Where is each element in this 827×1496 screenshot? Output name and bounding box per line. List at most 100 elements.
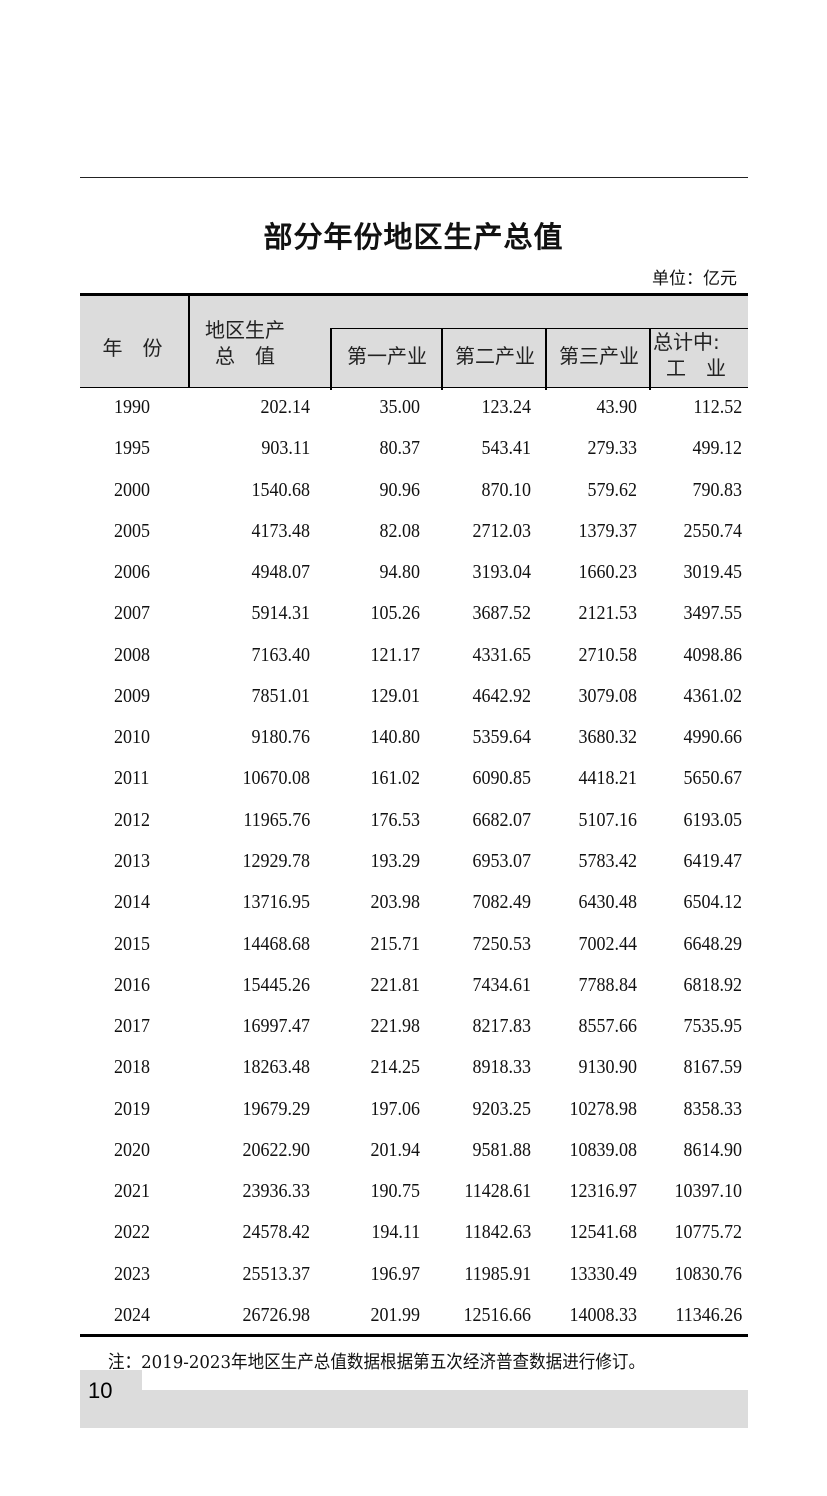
- cell-industry: 11346.26: [675, 1303, 742, 1326]
- cell-primary: 221.98: [370, 1015, 421, 1038]
- cell-tertiary: 10839.08: [569, 1138, 638, 1161]
- cell-year: 2019: [114, 1097, 150, 1120]
- page-number: 10: [88, 1378, 113, 1403]
- unit-label: 单位：亿元: [652, 269, 737, 289]
- header-divider: [545, 329, 547, 390]
- table-row: 2024 26726.98 201.99 12516.66 14008.33 11346.…: [80, 1296, 748, 1337]
- cell-primary: 215.71: [370, 932, 421, 955]
- cell-year: 2013: [114, 849, 150, 872]
- cell-secondary: 3687.52: [472, 602, 532, 625]
- cell-industry: 10775.72: [674, 1221, 743, 1244]
- cell-industry: 6193.05: [683, 808, 743, 831]
- cell-tertiary: 43.90: [596, 396, 638, 418]
- table-row: 2008 7163.40 121.17 4331.65 2710.58 4098.86: [80, 636, 748, 677]
- table-row: 2022 24578.42 194.11 11842.63 12541.68 10775.…: [80, 1213, 748, 1254]
- cell-primary: 121.17: [370, 643, 421, 666]
- cell-primary: 90.96: [379, 478, 421, 501]
- cell-tertiary: 6430.48: [578, 891, 638, 914]
- cell-secondary: 7434.61: [472, 973, 532, 996]
- cell-secondary: 9203.25: [472, 1097, 532, 1120]
- cell-primary: 129.01: [370, 684, 421, 707]
- cell-tertiary: 1660.23: [578, 561, 638, 584]
- cell-primary: 140.80: [370, 726, 421, 749]
- table-row: 2019 19679.29 197.06 9203.25 10278.98 8358.33: [80, 1090, 748, 1131]
- table-row: 2005 4173.48 82.08 2712.03 1379.37 2550.74: [80, 512, 748, 553]
- cell-primary: 221.81: [370, 973, 421, 996]
- header-tertiary: 第三产业: [559, 344, 639, 368]
- footer-band: [80, 1390, 748, 1428]
- cell-year: 1995: [114, 437, 150, 460]
- table-row: 1995 903.11 80.37 543.41 279.33 499.12: [80, 429, 748, 470]
- cell-tertiary: 5107.16: [578, 808, 638, 831]
- cell-gdp: 20622.90: [242, 1138, 311, 1161]
- cell-year: 2022: [114, 1221, 150, 1244]
- cell-gdp: 7163.40: [251, 643, 311, 666]
- table-row: 2010 9180.76 140.80 5359.64 3680.32 4990.66: [80, 718, 748, 759]
- header-industry-line1: 总计中:: [653, 330, 720, 354]
- header-gdp-line1: 地区生产: [205, 318, 285, 342]
- table-row: 2011 10670.08 161.02 6090.85 4418.21 5650.67: [80, 759, 748, 800]
- header-divider: [441, 329, 443, 390]
- header-year: 年 份: [102, 336, 163, 360]
- cell-secondary: 8217.83: [472, 1015, 532, 1038]
- cell-primary: 196.97: [370, 1262, 421, 1285]
- cell-gdp: 16997.47: [242, 1015, 311, 1038]
- cell-tertiary: 4418.21: [578, 767, 638, 790]
- cell-year: 2014: [114, 891, 150, 914]
- cell-primary: 161.02: [370, 767, 421, 790]
- header-secondary: 第二产业: [455, 344, 535, 368]
- sub-header-box: [330, 328, 748, 391]
- cell-secondary: 7250.53: [472, 932, 532, 955]
- cell-industry: 7535.95: [683, 1015, 743, 1038]
- cell-gdp: 23936.33: [242, 1180, 311, 1203]
- cell-tertiary: 12316.97: [569, 1180, 638, 1203]
- cell-secondary: 12516.66: [463, 1303, 532, 1326]
- cell-year: 2012: [114, 808, 150, 831]
- cell-industry: 10397.10: [674, 1180, 743, 1203]
- cell-gdp: 7851.01: [251, 684, 311, 707]
- cell-primary: 201.94: [370, 1138, 421, 1161]
- top-rule: [80, 177, 748, 178]
- cell-tertiary: 7002.44: [578, 932, 638, 955]
- cell-secondary: 870.10: [481, 478, 532, 501]
- cell-industry: 6648.29: [683, 932, 743, 955]
- cell-gdp: 25513.37: [242, 1262, 311, 1285]
- cell-year: 2009: [114, 684, 150, 707]
- cell-tertiary: 579.62: [587, 478, 638, 501]
- cell-tertiary: 2121.53: [578, 602, 638, 625]
- cell-industry: 10830.76: [674, 1262, 743, 1285]
- cell-gdp: 4948.07: [251, 561, 311, 584]
- table-row: 1990 202.14 35.00 123.24 43.90 112.52: [80, 388, 748, 429]
- cell-year: 2011: [114, 767, 150, 790]
- header-divider: [188, 296, 190, 388]
- cell-gdp: 10670.08: [242, 767, 311, 790]
- cell-industry: 2550.74: [683, 519, 743, 542]
- cell-secondary: 11985.91: [464, 1262, 531, 1285]
- cell-secondary: 8918.33: [472, 1056, 532, 1079]
- table-note: 注：2019-2023年地区生产总值数据根据第五次经济普查数据进行修订。: [108, 1352, 646, 1373]
- cell-gdp: 1540.68: [251, 478, 311, 501]
- table-row: 2000 1540.68 90.96 870.10 579.62 790.83: [80, 471, 748, 512]
- table-row: 2012 11965.76 176.53 6682.07 5107.16 6193.05: [80, 801, 748, 842]
- table-row: 2009 7851.01 129.01 4642.92 3079.08 4361.02: [80, 677, 748, 718]
- cell-gdp: 19679.29: [242, 1097, 311, 1120]
- cell-year: 2007: [114, 602, 150, 625]
- cell-year: 2016: [114, 973, 150, 996]
- cell-industry: 3019.45: [683, 561, 743, 584]
- cell-industry: 3497.55: [683, 602, 743, 625]
- cell-tertiary: 3680.32: [578, 726, 638, 749]
- cell-primary: 82.08: [379, 519, 421, 542]
- cell-primary: 94.80: [379, 561, 421, 584]
- cell-year: 2021: [114, 1180, 150, 1203]
- cell-gdp: 202.14: [260, 396, 311, 418]
- cell-gdp: 15445.26: [242, 973, 311, 996]
- cell-year: 2000: [114, 478, 150, 501]
- bottom-rule: [80, 1334, 748, 1337]
- cell-secondary: 5359.64: [472, 726, 532, 749]
- cell-secondary: 4331.65: [472, 643, 532, 666]
- cell-industry: 8358.33: [683, 1097, 743, 1120]
- cell-secondary: 123.24: [481, 396, 532, 418]
- cell-tertiary: 13330.49: [569, 1262, 638, 1285]
- cell-tertiary: 3079.08: [578, 684, 638, 707]
- cell-tertiary: 12541.68: [569, 1221, 638, 1244]
